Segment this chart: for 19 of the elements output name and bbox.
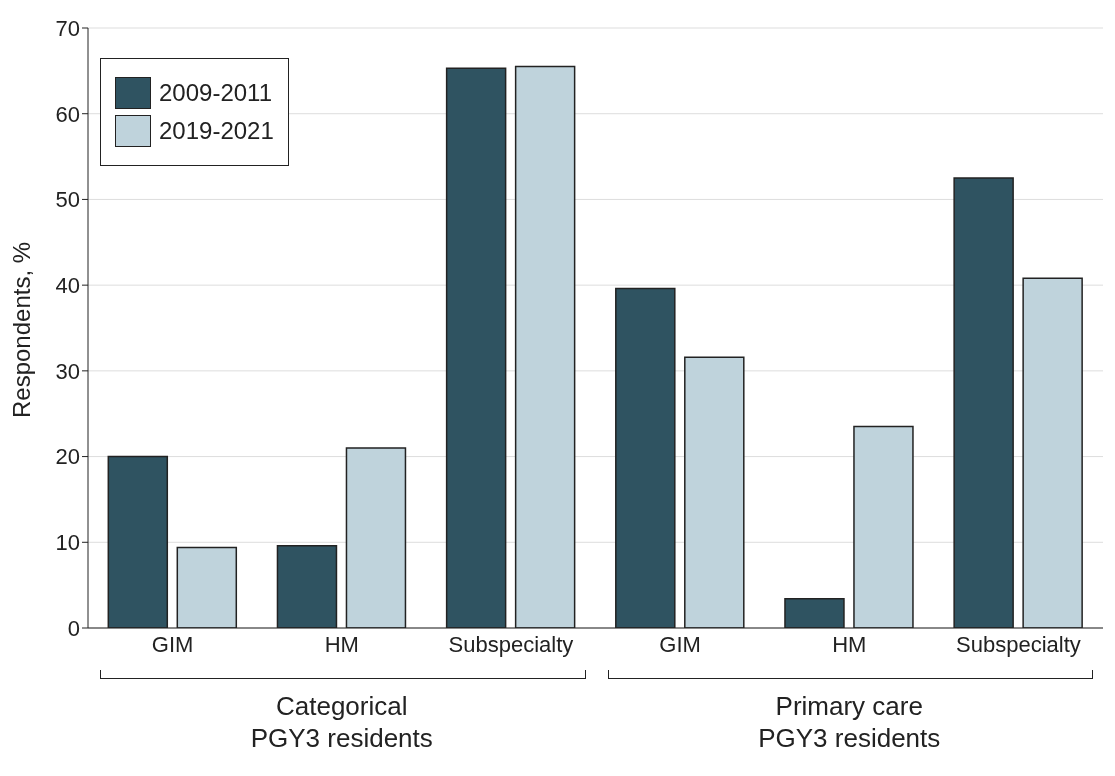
y-tick-label: 40	[55, 272, 80, 298]
x-tick-label: Subspecialty	[448, 631, 574, 657]
x-tick-label: GIM	[659, 631, 701, 657]
text: Categorical PGY3 residents	[249, 690, 434, 754]
y-tick-label: 70	[55, 15, 80, 41]
text: Primary care PGY3 residents	[757, 690, 942, 754]
x-tick-label: Subspecialty	[956, 631, 1081, 657]
x-tick-label: GIM	[151, 631, 194, 657]
y-tick-label: 60	[55, 101, 80, 127]
x-tick-label: HM	[324, 631, 359, 657]
legend-label: 2009-2011	[159, 79, 272, 107]
x-tick-label: HM	[832, 631, 867, 657]
y-tick-label: 50	[55, 187, 80, 213]
y-tick-label: 20	[55, 444, 80, 470]
y-tick-label: 0	[67, 615, 80, 641]
legend-label: 2019-2021	[159, 117, 274, 145]
y-tick-label: 30	[55, 358, 80, 384]
y-axis-title: Respondents, %	[7, 241, 35, 418]
y-tick-label: 10	[55, 530, 80, 556]
